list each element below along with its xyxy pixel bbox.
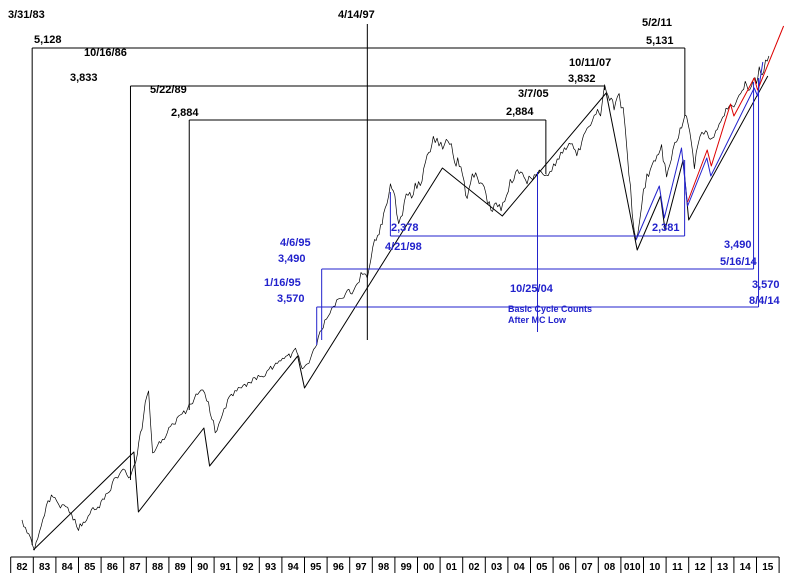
annotation-date-label: 3/31/83 (8, 9, 45, 21)
x-axis-label: 91 (220, 562, 232, 573)
annotation-day-count-label: 3,833 (70, 72, 98, 84)
x-axis-label: 010 (624, 562, 641, 573)
annotation-date-label: 1/16/95 (264, 277, 301, 289)
x-axis-label: 90 (197, 562, 209, 573)
x-axis-label: 83 (39, 562, 51, 573)
x-axis-label: 13 (717, 562, 729, 573)
x-axis-label: 86 (107, 562, 119, 573)
x-axis-label: 06 (559, 562, 571, 573)
price-line (21, 55, 770, 551)
annotation-anchor-date-label: 4/14/97 (338, 9, 375, 21)
annotation-day-count-label: 5,128 (34, 34, 62, 46)
x-axis-label: 98 (378, 562, 390, 573)
annotation-date-label: 5/2/11 (642, 17, 672, 29)
projection-line-red (687, 25, 785, 203)
annotation-anchor-date-label: 10/25/04 (510, 283, 554, 295)
annotation-day-count-label: 3,570 (277, 293, 305, 305)
annotation-day-count-label: 3,570 (752, 279, 780, 291)
x-axis-label: 88 (152, 562, 164, 573)
x-axis-label: 87 (129, 562, 141, 573)
annotation-date-label: 5/16/14 (720, 256, 758, 268)
x-axis-label: 07 (581, 562, 593, 573)
x-axis-label: 14 (740, 562, 752, 573)
annotation-date-label: 5/22/89 (150, 84, 187, 96)
x-axis-label: 96 (333, 562, 345, 573)
annotation-date-label: 10/11/07 (569, 57, 611, 69)
x-axis-label: 93 (265, 562, 277, 573)
annotation-date-label: 10/16/86 (84, 47, 127, 59)
annotation-day-count-label: 5,131 (646, 35, 674, 47)
annotation-date-label: 8/4/14 (749, 295, 780, 307)
x-axis-label: 02 (468, 562, 480, 573)
x-axis-label: 12 (694, 562, 706, 573)
x-axis-label: 11 (672, 562, 683, 573)
cycle-zigzag-black (32, 75, 769, 551)
x-axis-label: 04 (514, 562, 526, 573)
annotation-day-count-label: 2,884 (171, 107, 199, 119)
x-axis-label: 01 (446, 562, 458, 573)
cycle-zigzag-blue (635, 61, 764, 241)
x-axis-label: 99 (401, 562, 413, 573)
x-axis-label: 85 (84, 562, 96, 573)
x-axis-label: 08 (604, 562, 616, 573)
x-axis-label: 94 (288, 562, 300, 573)
x-axis-label: 89 (175, 562, 187, 573)
x-axis-label: 82 (16, 562, 28, 573)
annotation-date-label: 3/7/05 (518, 88, 549, 100)
x-axis-label: 84 (62, 562, 74, 573)
annotation-day-count-label: 3,832 (568, 73, 596, 85)
annotation-note-line: After MC Low (508, 315, 567, 325)
x-axis-label: 15 (762, 562, 774, 573)
x-axis-label: 92 (242, 562, 254, 573)
annotation-day-count-label: 2,381 (652, 222, 680, 234)
annotation-date-label: 4/21/98 (385, 241, 422, 253)
x-axis-label: 03 (491, 562, 503, 573)
annotation-day-count-label: 3,490 (724, 239, 752, 251)
x-axis-label: 05 (536, 562, 548, 573)
x-axis-label: 95 (310, 562, 322, 573)
annotation-note-line: Basic Cycle Counts (508, 304, 592, 314)
annotation-date-label: 4/6/95 (280, 237, 311, 249)
x-axis-label: 00 (423, 562, 435, 573)
annotation-day-count-label: 3,490 (278, 253, 306, 265)
x-axis-label: 97 (355, 562, 367, 573)
annotation-day-count-label: 2,884 (506, 106, 534, 118)
x-axis-label: 10 (649, 562, 661, 573)
annotation-day-count-label: 2,378 (391, 222, 419, 234)
